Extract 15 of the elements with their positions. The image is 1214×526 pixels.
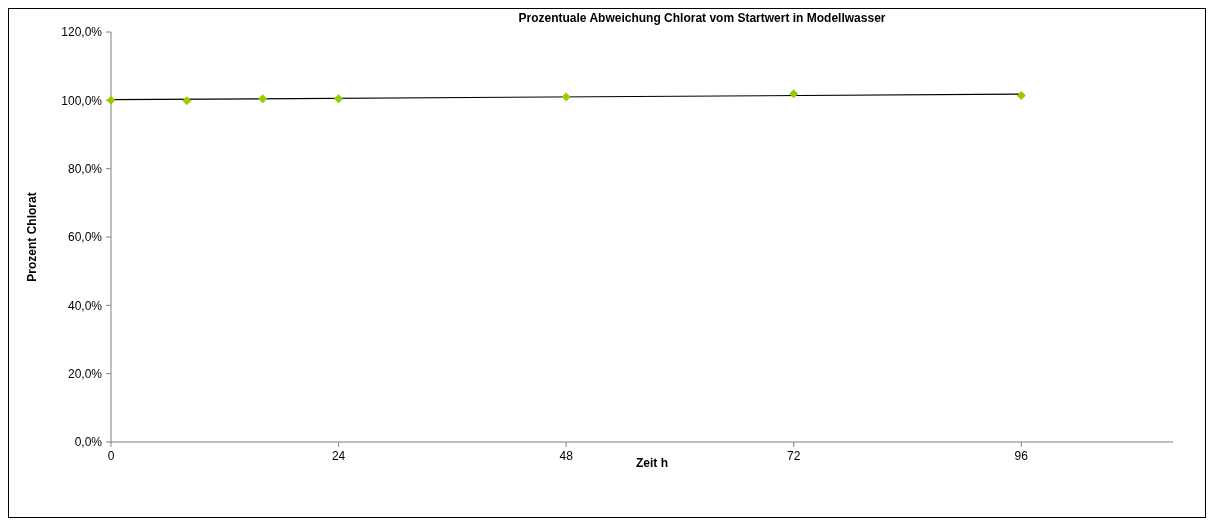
x-tick-label: 48 [559, 449, 574, 463]
x-axis-title: Zeit h [636, 456, 668, 470]
x-tick-label: 24 [331, 449, 346, 463]
y-tick-label: 80,0% [67, 161, 103, 176]
x-tick-label: 96 [1014, 449, 1029, 463]
y-tick-label: 40,0% [67, 298, 103, 313]
y-tick-label: 120,0% [61, 25, 103, 40]
y-tick-label: 60,0% [67, 230, 103, 245]
chart-title: Prozentuale Abweichung Chlorat vom Startwert in Modellwasser [518, 11, 886, 25]
y-axis-title: Prozent Chlorat [25, 192, 39, 282]
x-tick-label: 0 [107, 449, 115, 463]
x-tick-label: 72 [787, 449, 801, 463]
y-tick-label: 100,0% [61, 93, 103, 108]
y-tick-label: 20,0% [67, 366, 103, 381]
y-tick-label: 0,0% [74, 435, 103, 450]
